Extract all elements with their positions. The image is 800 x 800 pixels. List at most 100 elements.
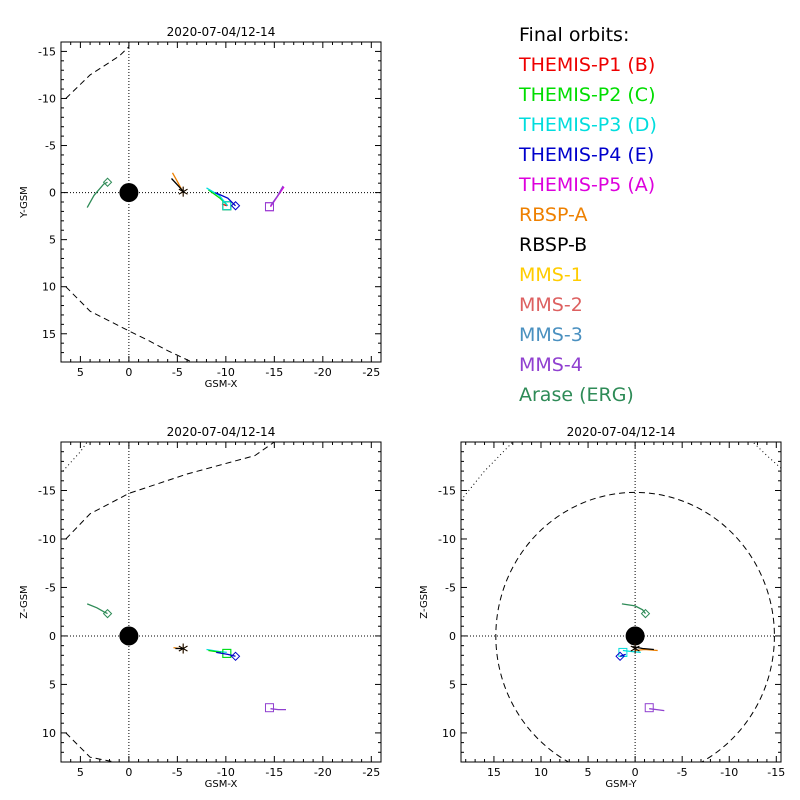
- asterisk-stroke: [178, 188, 188, 195]
- panel-title: 2020-07-04/12-14: [167, 25, 276, 39]
- orbit-track: [208, 189, 228, 206]
- legend-entry: THEMIS-P2 (C): [519, 84, 656, 106]
- y-tick-label: 10: [42, 727, 56, 740]
- orbit-diamond-marker: [230, 201, 241, 211]
- orbit-track: [214, 192, 236, 207]
- orbit-track: [86, 181, 108, 208]
- legend-entry: MMS-2: [519, 294, 583, 316]
- legend-entry: THEMIS-P4 (E): [519, 144, 655, 166]
- orbit-square-marker: [264, 202, 274, 212]
- y-tick-label: 10: [442, 727, 456, 740]
- x-tick-label: -5: [677, 766, 688, 779]
- x-tick-label: -10: [217, 366, 235, 379]
- orbit-square-marker: [222, 201, 232, 211]
- orbit-track: [86, 603, 108, 615]
- y-tick-label: -5: [45, 581, 56, 594]
- plot-frame: [60, 441, 382, 763]
- orbit-track: [622, 649, 641, 654]
- orbit-square-marker: [644, 703, 654, 713]
- plot-frame: [60, 41, 382, 363]
- earth-marker: [625, 626, 645, 646]
- orbit-diamond-marker: [615, 651, 625, 662]
- legend-title: Final orbits:: [519, 24, 630, 46]
- legend-entry: Arase (ERG): [519, 384, 634, 406]
- y-axis-label: Y-GSM: [19, 186, 30, 219]
- y-tick-label: -10: [38, 533, 56, 546]
- orbit-square-marker: [618, 647, 628, 657]
- orbit-asterisk-marker: [630, 643, 640, 654]
- y-tick-label: -15: [38, 45, 56, 58]
- legend-entry: THEMIS-P5 (A): [519, 174, 656, 196]
- asterisk-stroke: [630, 645, 640, 652]
- x-tick-label: 15: [487, 766, 501, 779]
- orbit-track: [270, 708, 286, 711]
- legend-entry: MMS-4: [519, 354, 583, 376]
- legend-entry: MMS-1: [519, 264, 583, 286]
- orbit-track: [171, 178, 185, 194]
- magnetopause-boundary: [495, 491, 775, 762]
- y-tick-label: -15: [438, 484, 456, 497]
- legend: Final orbits: THEMIS-P1 (B) THEMIS-P2 (C)…: [519, 20, 657, 410]
- legend-entry: RBSP-A: [519, 204, 588, 226]
- panel-3: 2020-07-04/12-14 15 10 5 0 -5 -10 -15 10 5 0 -5 -10 -…: [419, 425, 785, 790]
- y-tick-label: 0: [449, 630, 456, 643]
- x-tick-label: -25: [362, 766, 380, 779]
- x-tick-label: 5: [77, 766, 84, 779]
- plot-content: [62, 442, 286, 762]
- y-tick-label: 15: [42, 328, 56, 341]
- orbit-asterisk-marker: [178, 186, 188, 197]
- y-axis-label: Z-GSM: [419, 585, 430, 618]
- asterisk-stroke: [178, 645, 188, 652]
- x-tick-label: -20: [314, 366, 332, 379]
- magnetopause-boundary: [65, 442, 275, 540]
- orbit-diamond-marker: [640, 608, 651, 619]
- y-tick-label: 5: [449, 678, 456, 691]
- y-tick-label: -10: [438, 533, 456, 546]
- y-tick-label: -10: [38, 92, 56, 105]
- magnetopause-boundary: [65, 46, 130, 99]
- legend-entry: THEMIS-P1 (B): [519, 54, 656, 76]
- x-tick-label: -15: [265, 766, 283, 779]
- plot-content: [65, 46, 285, 362]
- orbit-track: [206, 187, 229, 207]
- orbit-track: [208, 649, 222, 654]
- y-tick-label: -15: [38, 484, 56, 497]
- x-tick-label: 10: [534, 766, 548, 779]
- x-axis-label: GSM-Y: [605, 779, 637, 790]
- plot-content: [461, 442, 781, 762]
- orbit-diamond-marker: [102, 177, 113, 187]
- y-axis-label: Z-GSM: [19, 585, 30, 618]
- y-tick-label: 5: [49, 234, 56, 247]
- y-tick-label: -5: [445, 581, 456, 594]
- x-tick-label: -10: [217, 766, 235, 779]
- orbit-track: [632, 645, 654, 651]
- x-axis-label: GSM-X: [205, 379, 238, 390]
- x-tick-label: -20: [314, 766, 332, 779]
- legend-entry: THEMIS-P3 (D): [519, 114, 657, 136]
- x-tick-label: -25: [362, 366, 380, 379]
- orbit-track: [216, 651, 236, 657]
- x-tick-label: 5: [585, 766, 592, 779]
- legend-entry: MMS-3: [519, 324, 583, 346]
- magnetopause-boundary: [65, 732, 115, 762]
- x-tick-label: -15: [767, 766, 785, 779]
- y-tick-label: 0: [49, 187, 56, 200]
- x-tick-label: 0: [125, 766, 132, 779]
- x-tick-label: -10: [720, 766, 738, 779]
- earth-marker: [119, 183, 139, 203]
- orbit-track: [649, 708, 665, 712]
- y-tick-label: 10: [42, 281, 56, 294]
- x-tick-label: -15: [265, 366, 283, 379]
- plot-frame: [460, 441, 782, 763]
- panel-title: 2020-07-04/12-14: [567, 425, 676, 439]
- panel-2: 2020-07-04/12-14 5 0 -5 -10 -15 -20 -25 10 5 0 -5 -1…: [19, 425, 382, 790]
- panel-1: 2020-07-04/12-14 5 0 -5 -10 -15 -20 -25 -15 -10 -5…: [19, 25, 382, 390]
- orbit-square-marker: [264, 703, 274, 713]
- y-tick-label: 5: [49, 678, 56, 691]
- bow-shock-boundary: [461, 442, 514, 501]
- orbit-asterisk-marker: [178, 643, 188, 654]
- y-tick-label: 0: [49, 630, 56, 643]
- x-tick-label: 5: [77, 366, 84, 379]
- x-axis-label: GSM-X: [205, 779, 238, 790]
